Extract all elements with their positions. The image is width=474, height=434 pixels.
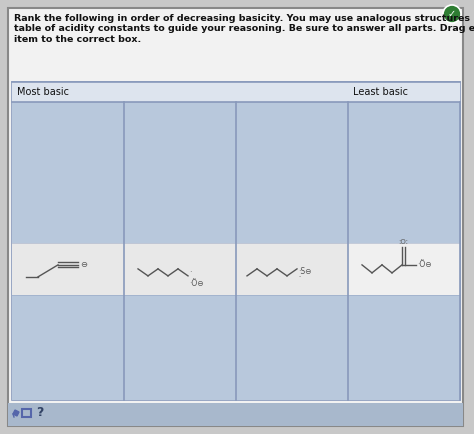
Text: Least basic: Least basic	[353, 87, 408, 97]
Text: ·Ö⊖: ·Ö⊖	[417, 260, 432, 270]
FancyBboxPatch shape	[124, 102, 236, 243]
FancyBboxPatch shape	[124, 243, 236, 295]
Text: Most basic: Most basic	[17, 87, 69, 97]
Text: ·: ·	[189, 268, 191, 277]
Text: ?: ?	[36, 407, 44, 420]
Text: :O:: :O:	[398, 239, 408, 245]
Polygon shape	[13, 410, 19, 416]
FancyBboxPatch shape	[348, 243, 460, 295]
FancyBboxPatch shape	[12, 82, 460, 102]
Text: ⊖: ⊖	[80, 260, 87, 270]
Text: ·S⊖: ·S⊖	[298, 267, 311, 276]
FancyBboxPatch shape	[8, 403, 463, 426]
FancyBboxPatch shape	[236, 295, 348, 400]
FancyBboxPatch shape	[12, 102, 124, 243]
FancyBboxPatch shape	[236, 243, 348, 295]
FancyBboxPatch shape	[12, 295, 124, 400]
Text: ··: ··	[298, 274, 301, 279]
FancyBboxPatch shape	[8, 8, 463, 426]
FancyBboxPatch shape	[348, 295, 460, 400]
Circle shape	[443, 5, 461, 23]
Text: ·Ö⊖: ·Ö⊖	[189, 279, 204, 288]
FancyBboxPatch shape	[236, 102, 348, 243]
FancyBboxPatch shape	[12, 243, 124, 295]
FancyBboxPatch shape	[348, 102, 460, 243]
Text: Rank the following in order of decreasing basicity. You may use analogous struct: Rank the following in order of decreasin…	[14, 14, 474, 44]
FancyBboxPatch shape	[22, 409, 31, 417]
Text: ✓: ✓	[448, 9, 456, 19]
FancyBboxPatch shape	[124, 295, 236, 400]
